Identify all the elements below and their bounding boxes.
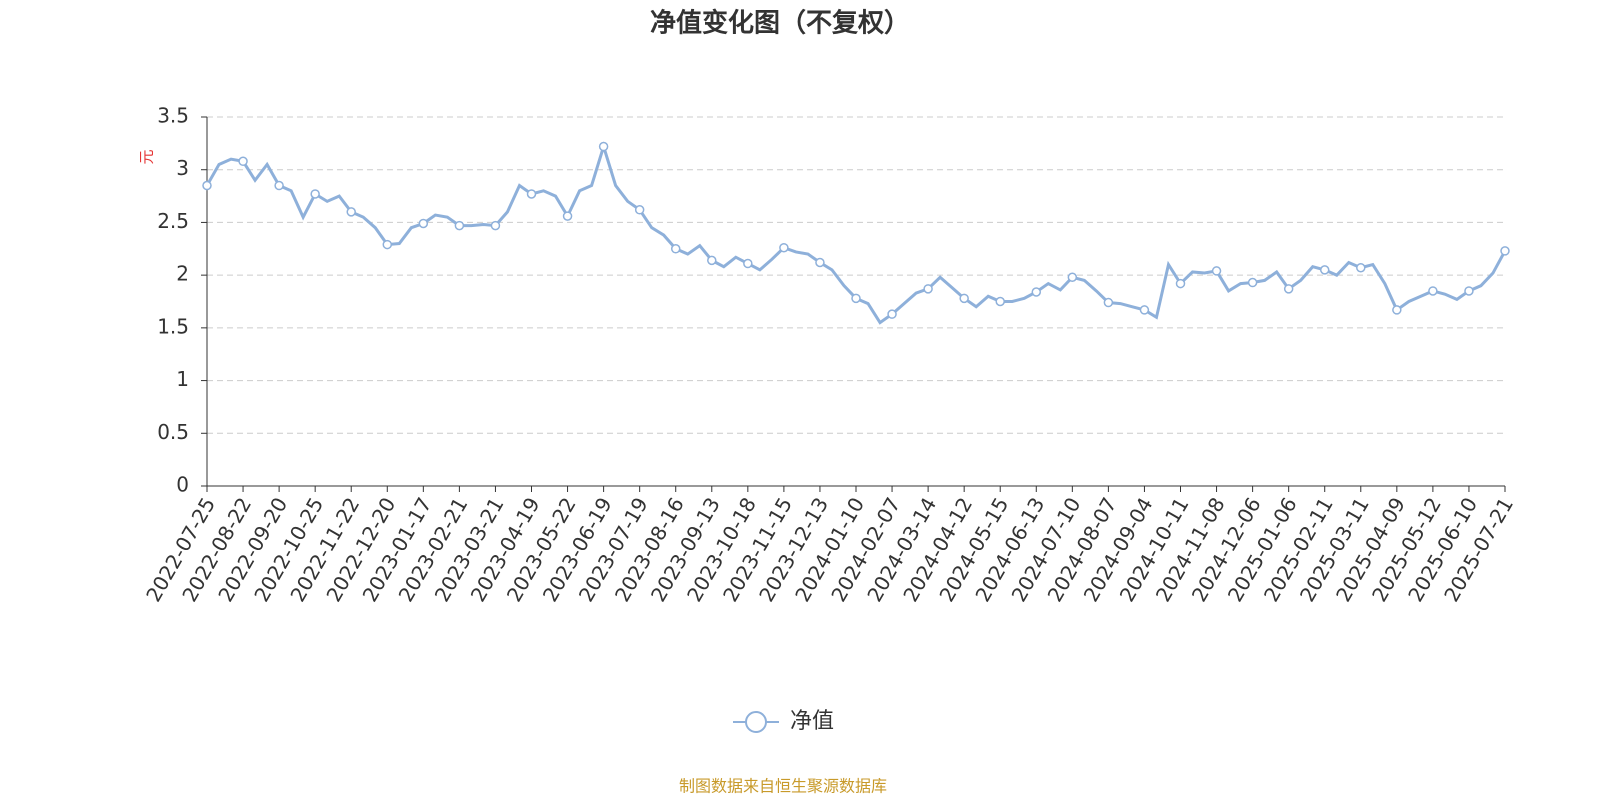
point-marker [1211, 266, 1222, 276]
point-marker [1428, 286, 1438, 296]
point-marker [779, 242, 789, 253]
point-marker [851, 293, 861, 304]
point-marker [1319, 265, 1330, 275]
point-marker [274, 180, 284, 191]
legend-label: 净值 [790, 709, 834, 734]
point-marker [490, 220, 501, 231]
point-marker [454, 220, 465, 231]
point-marker [1356, 263, 1366, 273]
point-marker [707, 255, 717, 266]
point-marker [562, 211, 573, 221]
y-tick-label: 0.5 [157, 420, 189, 444]
point-marker [418, 218, 429, 229]
point-marker [1031, 287, 1042, 297]
chart-title: 净值变化图（不复权） [650, 8, 910, 39]
y-axis-label: 元 [138, 149, 156, 164]
y-tick-label: 2 [176, 262, 189, 286]
point-marker [1464, 286, 1474, 296]
y-tick-label: 0 [176, 473, 189, 497]
point-marker [1500, 246, 1510, 256]
point-marker [670, 244, 681, 254]
point-marker [310, 189, 320, 199]
y-tick-label: 3 [176, 156, 189, 180]
point-marker [634, 205, 645, 215]
point-marker [1175, 278, 1186, 289]
point-marker [1283, 284, 1294, 294]
point-marker [238, 156, 248, 167]
point-marker [1247, 277, 1258, 288]
point-marker [526, 189, 537, 199]
y-tick-label: 3.5 [157, 104, 189, 128]
point-marker [1392, 305, 1402, 315]
point-marker [1139, 305, 1150, 315]
point-marker [346, 207, 356, 217]
y-tick-label: 2.5 [157, 209, 189, 233]
point-marker [743, 258, 753, 269]
y-tick-label: 1.5 [157, 314, 189, 338]
point-marker [598, 141, 609, 152]
point-marker [887, 309, 897, 319]
point-marker [1067, 272, 1078, 283]
y-tick-label: 1 [176, 367, 189, 391]
point-marker [382, 239, 393, 250]
source-note: 制图数据来自恒生聚源数据库 [679, 777, 887, 796]
legend-marker [745, 711, 767, 733]
point-marker [959, 293, 969, 304]
point-marker [1103, 297, 1114, 308]
point-marker [923, 284, 933, 294]
point-marker [202, 180, 212, 191]
point-marker [815, 257, 825, 268]
point-marker [995, 296, 1005, 307]
